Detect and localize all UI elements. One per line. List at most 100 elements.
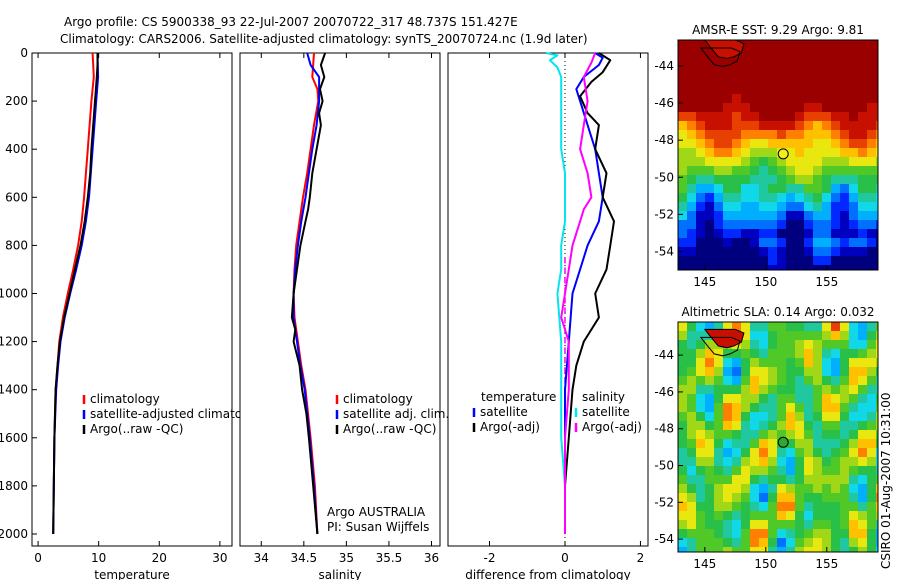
sst_map-cell: [696, 238, 706, 248]
sst_map-cell: [795, 184, 805, 194]
sla_map-cell: [768, 340, 778, 350]
sst_map-cell: [849, 202, 859, 212]
sst_map-cell: [741, 85, 751, 95]
sst_map-cell: [804, 94, 814, 104]
sst_map-cell: [750, 85, 760, 95]
salinity-series-2: [290, 52, 327, 535]
sla_map-cell: [867, 385, 877, 395]
difference-xtick-label: 2: [637, 551, 645, 565]
sst_map-cell: [786, 193, 796, 203]
sla_map-cell: [759, 520, 769, 530]
sst_map-cell: [858, 76, 868, 86]
sst_map-cell: [723, 94, 733, 104]
sla_map-cell: [849, 385, 859, 395]
sla_map-cell: [741, 448, 751, 458]
sst_map-cell: [750, 58, 760, 68]
sst_map-cell: [732, 265, 742, 271]
sla_map-cell: [804, 547, 814, 553]
sst_map-cell: [759, 85, 769, 95]
sst_map-cell: [867, 130, 877, 140]
tasmania-coastline: [703, 328, 745, 349]
sst_map-cell: [822, 49, 832, 59]
sst_map-cell: [876, 256, 879, 266]
sst_map-cell: [876, 175, 879, 185]
sla_map-cell: [858, 547, 868, 553]
sla_map-cell: [840, 439, 850, 449]
sla_map-cell: [822, 430, 832, 440]
sla_map-cell: [705, 466, 715, 476]
sla_map-cell: [714, 430, 724, 440]
sla_map-cell: [840, 430, 850, 440]
sst_map-cell: [822, 67, 832, 77]
sla_map-cell: [813, 529, 823, 539]
sst_map-cell: [705, 184, 715, 194]
sla_map-title: Altimetric SLA: 0.14 Argo: 0.032: [681, 305, 874, 319]
sst_map-cell: [849, 139, 859, 149]
sla_map-cell: [759, 538, 769, 548]
sla_map-cell: [750, 529, 760, 539]
sst_map-cell: [723, 76, 733, 86]
sst_map-cell: [813, 211, 823, 221]
sst_map-ytick-label: -48: [654, 133, 674, 147]
sst_map-cell: [759, 166, 769, 176]
salinity-xtick-label: 36: [424, 551, 439, 565]
sla_map-cell: [786, 394, 796, 404]
sla_map-cell: [867, 466, 877, 476]
sla_map-cell: [813, 340, 823, 350]
sla_map-cell: [804, 511, 814, 521]
sla_map-cell: [867, 358, 877, 368]
sst_map-cell: [813, 103, 823, 113]
sst_map-cell: [849, 166, 859, 176]
sla_map-cell: [741, 547, 751, 553]
sla_map-cell: [750, 466, 760, 476]
sst_map-cell: [678, 94, 688, 104]
sla_map-cell: [822, 367, 832, 377]
sst_map-cell: [714, 157, 724, 167]
sst_map-cell: [750, 103, 760, 113]
sla_map-cell: [786, 439, 796, 449]
sst_map-cell: [876, 121, 879, 131]
sla_map-cell: [687, 331, 697, 341]
sla_map-cell: [822, 538, 832, 548]
sst_map-cell: [750, 166, 760, 176]
sla_map-cell: [732, 376, 742, 386]
sst_map-cell: [831, 175, 841, 185]
sla_map-cell: [876, 349, 879, 359]
sst_map-cell: [813, 238, 823, 248]
sst_map-cell: [768, 247, 778, 257]
sla_map-cell: [678, 547, 688, 553]
sst_map-cell: [678, 166, 688, 176]
sla_map-cell: [750, 448, 760, 458]
sst_map-cell: [795, 49, 805, 59]
sst_map-cell: [840, 211, 850, 221]
sst_map-cell: [741, 229, 751, 239]
sst_map-cell: [741, 103, 751, 113]
sst_map-cell: [687, 67, 697, 77]
sst_map-ytick-label: -52: [654, 207, 674, 221]
sla_map-cell: [768, 484, 778, 494]
sla_map-cell: [840, 331, 850, 341]
sla_map-cell: [831, 358, 841, 368]
sla_map-cell: [831, 538, 841, 548]
sst_map-cell: [777, 58, 787, 68]
sst_map-cell: [705, 175, 715, 185]
sla_map-cell: [687, 529, 697, 539]
temperature-legend-label: satellite-adjusted climatology: [90, 407, 268, 421]
argo-float-marker: [777, 148, 789, 160]
sst_map-cell: [741, 121, 751, 131]
sla_map-cell: [858, 385, 868, 395]
sla_map-cell: [786, 322, 796, 332]
sla_map-cell: [759, 403, 769, 413]
sst_map-cell: [849, 265, 859, 271]
sst_map-ytick-label: -44: [654, 59, 674, 73]
sst_map-cell: [840, 58, 850, 68]
sst_map-cell: [723, 58, 733, 68]
sst_map-cell: [840, 238, 850, 248]
difference-salinity-legend-label: satellite: [582, 405, 630, 419]
sst_map-cell: [795, 67, 805, 77]
sst_map-cell: [831, 265, 841, 271]
sst_map-cell: [723, 211, 733, 221]
sst_map-cell: [795, 265, 805, 271]
sst_map-cell: [714, 193, 724, 203]
sla_map-cell: [732, 475, 742, 485]
